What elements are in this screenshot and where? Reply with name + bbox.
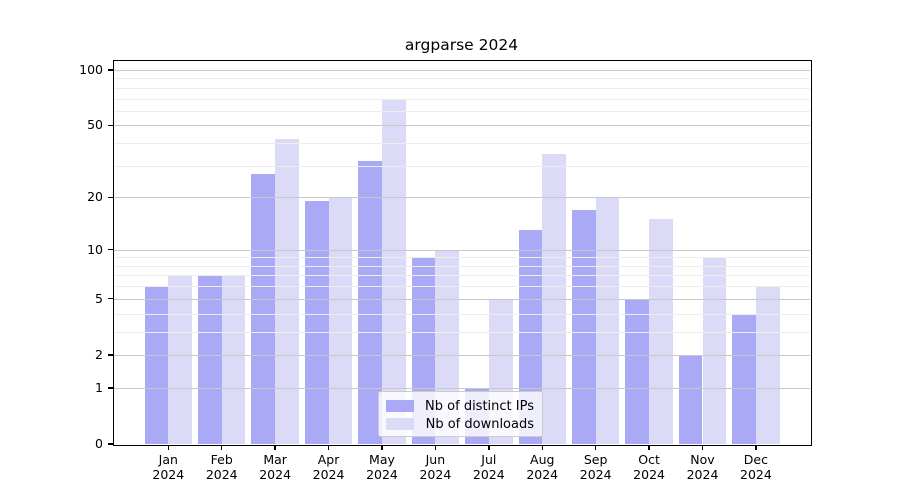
x-tick-mark-sep [594,445,597,450]
bar-distinct-ips-sep [571,209,596,444]
gridline-major-1 [113,387,810,389]
x-tick-mark-dec [755,445,757,450]
bar-distinct-ips-dec [732,313,756,444]
gridline-minor-4 [113,313,810,315]
legend-label-downloads: Nb of downloads [425,416,534,432]
y-tick-label-0: 0 [95,436,103,451]
legend-item-downloads: Nb of downloads [386,415,534,433]
x-tick-label-may: May 2024 [366,452,398,482]
x-tick-label-aug: Aug 2024 [526,452,559,482]
y-tick-label-10: 10 [87,241,103,257]
gridline-major-10 [113,249,810,251]
x-tick-mark-jan [167,445,169,450]
gridline-major-2 [113,354,810,356]
y-tick-label-100: 100 [79,62,103,77]
x-tick-mark-apr [327,445,330,450]
bar-downloads-may [381,98,406,444]
y-tick-mark-100 [108,69,113,71]
gridline-major-100 [113,70,810,71]
x-tick-label-apr: Apr 2024 [312,452,345,482]
x-tick-label-sep: Sep 2024 [579,452,612,482]
x-tick-label-jan: Jan 2024 [152,452,185,482]
gridline-minor-8 [113,265,810,267]
gridline-minor-40 [113,143,810,145]
bar-downloads-nov [702,257,727,444]
x-tick-label-jun: Jun 2024 [419,452,452,482]
legend-swatch-downloads [386,418,414,430]
y-tick-mark-20 [108,196,113,198]
bar-downloads-apr [328,197,353,444]
bar-distinct-ips-nov [678,354,703,444]
legend: Nb of distinct IPs Nb of downloads [378,391,543,437]
bar-downloads-feb [221,275,246,444]
gridline-minor-9 [113,257,810,259]
bar-downloads-dec [755,286,780,444]
x-tick-label-feb: Feb 2024 [205,452,238,482]
y-tick-mark-10 [108,248,113,251]
x-tick-label-nov: Nov 2024 [686,452,719,482]
legend-swatch-distinct-ips [386,400,414,412]
gridline-minor-90 [113,78,810,80]
legend-item-distinct-ips: Nb of distinct IPs [386,397,534,415]
legend-label-distinct-ips: Nb of distinct IPs [425,398,534,414]
x-tick-mark-nov [701,445,704,450]
x-tick-mark-may [381,445,383,450]
bar-downloads-mar [275,139,299,444]
gridline-major-20 [113,197,810,199]
y-tick-mark-5 [108,298,113,300]
bar-distinct-ips-apr [304,201,329,444]
y-tick-label-5: 5 [95,290,103,306]
gridline-minor-80 [113,87,810,89]
gridline-minor-70 [113,98,810,100]
gridline-minor-6 [113,286,810,288]
y-tick-mark-1 [108,387,113,389]
gridline-major-5 [113,298,810,300]
bar-downloads-jan [168,275,192,444]
gridline-minor-30 [113,165,810,167]
y-tick-mark-50 [108,124,113,127]
x-tick-label-jul: Jul 2024 [472,452,505,482]
x-tick-label-oct: Oct 2024 [633,452,665,482]
x-tick-mark-aug [541,445,543,450]
gridline-minor-3 [113,331,810,333]
y-tick-label-50: 50 [87,117,103,133]
x-tick-label-dec: Dec 2024 [740,452,772,482]
y-tick-label-1: 1 [95,379,103,395]
x-tick-mark-oct [648,445,650,450]
x-tick-label-mar: Mar 2024 [259,452,292,482]
bar-distinct-ips-may [358,160,382,444]
y-tick-label-20: 20 [87,189,103,205]
x-tick-mark-jun [434,445,437,450]
x-tick-mark-jul [488,445,490,450]
y-tick-label-2: 2 [95,346,103,362]
bar-distinct-ips-mar [251,173,276,444]
gridline-minor-60 [113,110,810,112]
gridline-major-50 [113,125,810,127]
bar-downloads-sep [595,197,620,444]
y-tick-mark-2 [108,354,113,356]
x-tick-mark-mar [274,445,276,450]
bar-distinct-ips-feb [198,275,222,444]
gridline-minor-7 [113,275,810,277]
chart-title: argparse 2024 [404,36,519,54]
bar-distinct-ips-aug [518,230,543,444]
x-tick-mark-feb [221,445,223,450]
bar-distinct-ips-jan [144,286,169,444]
plot-area [113,60,810,444]
bar-distinct-ips-oct [625,298,650,444]
y-tick-mark-0 [108,443,113,445]
